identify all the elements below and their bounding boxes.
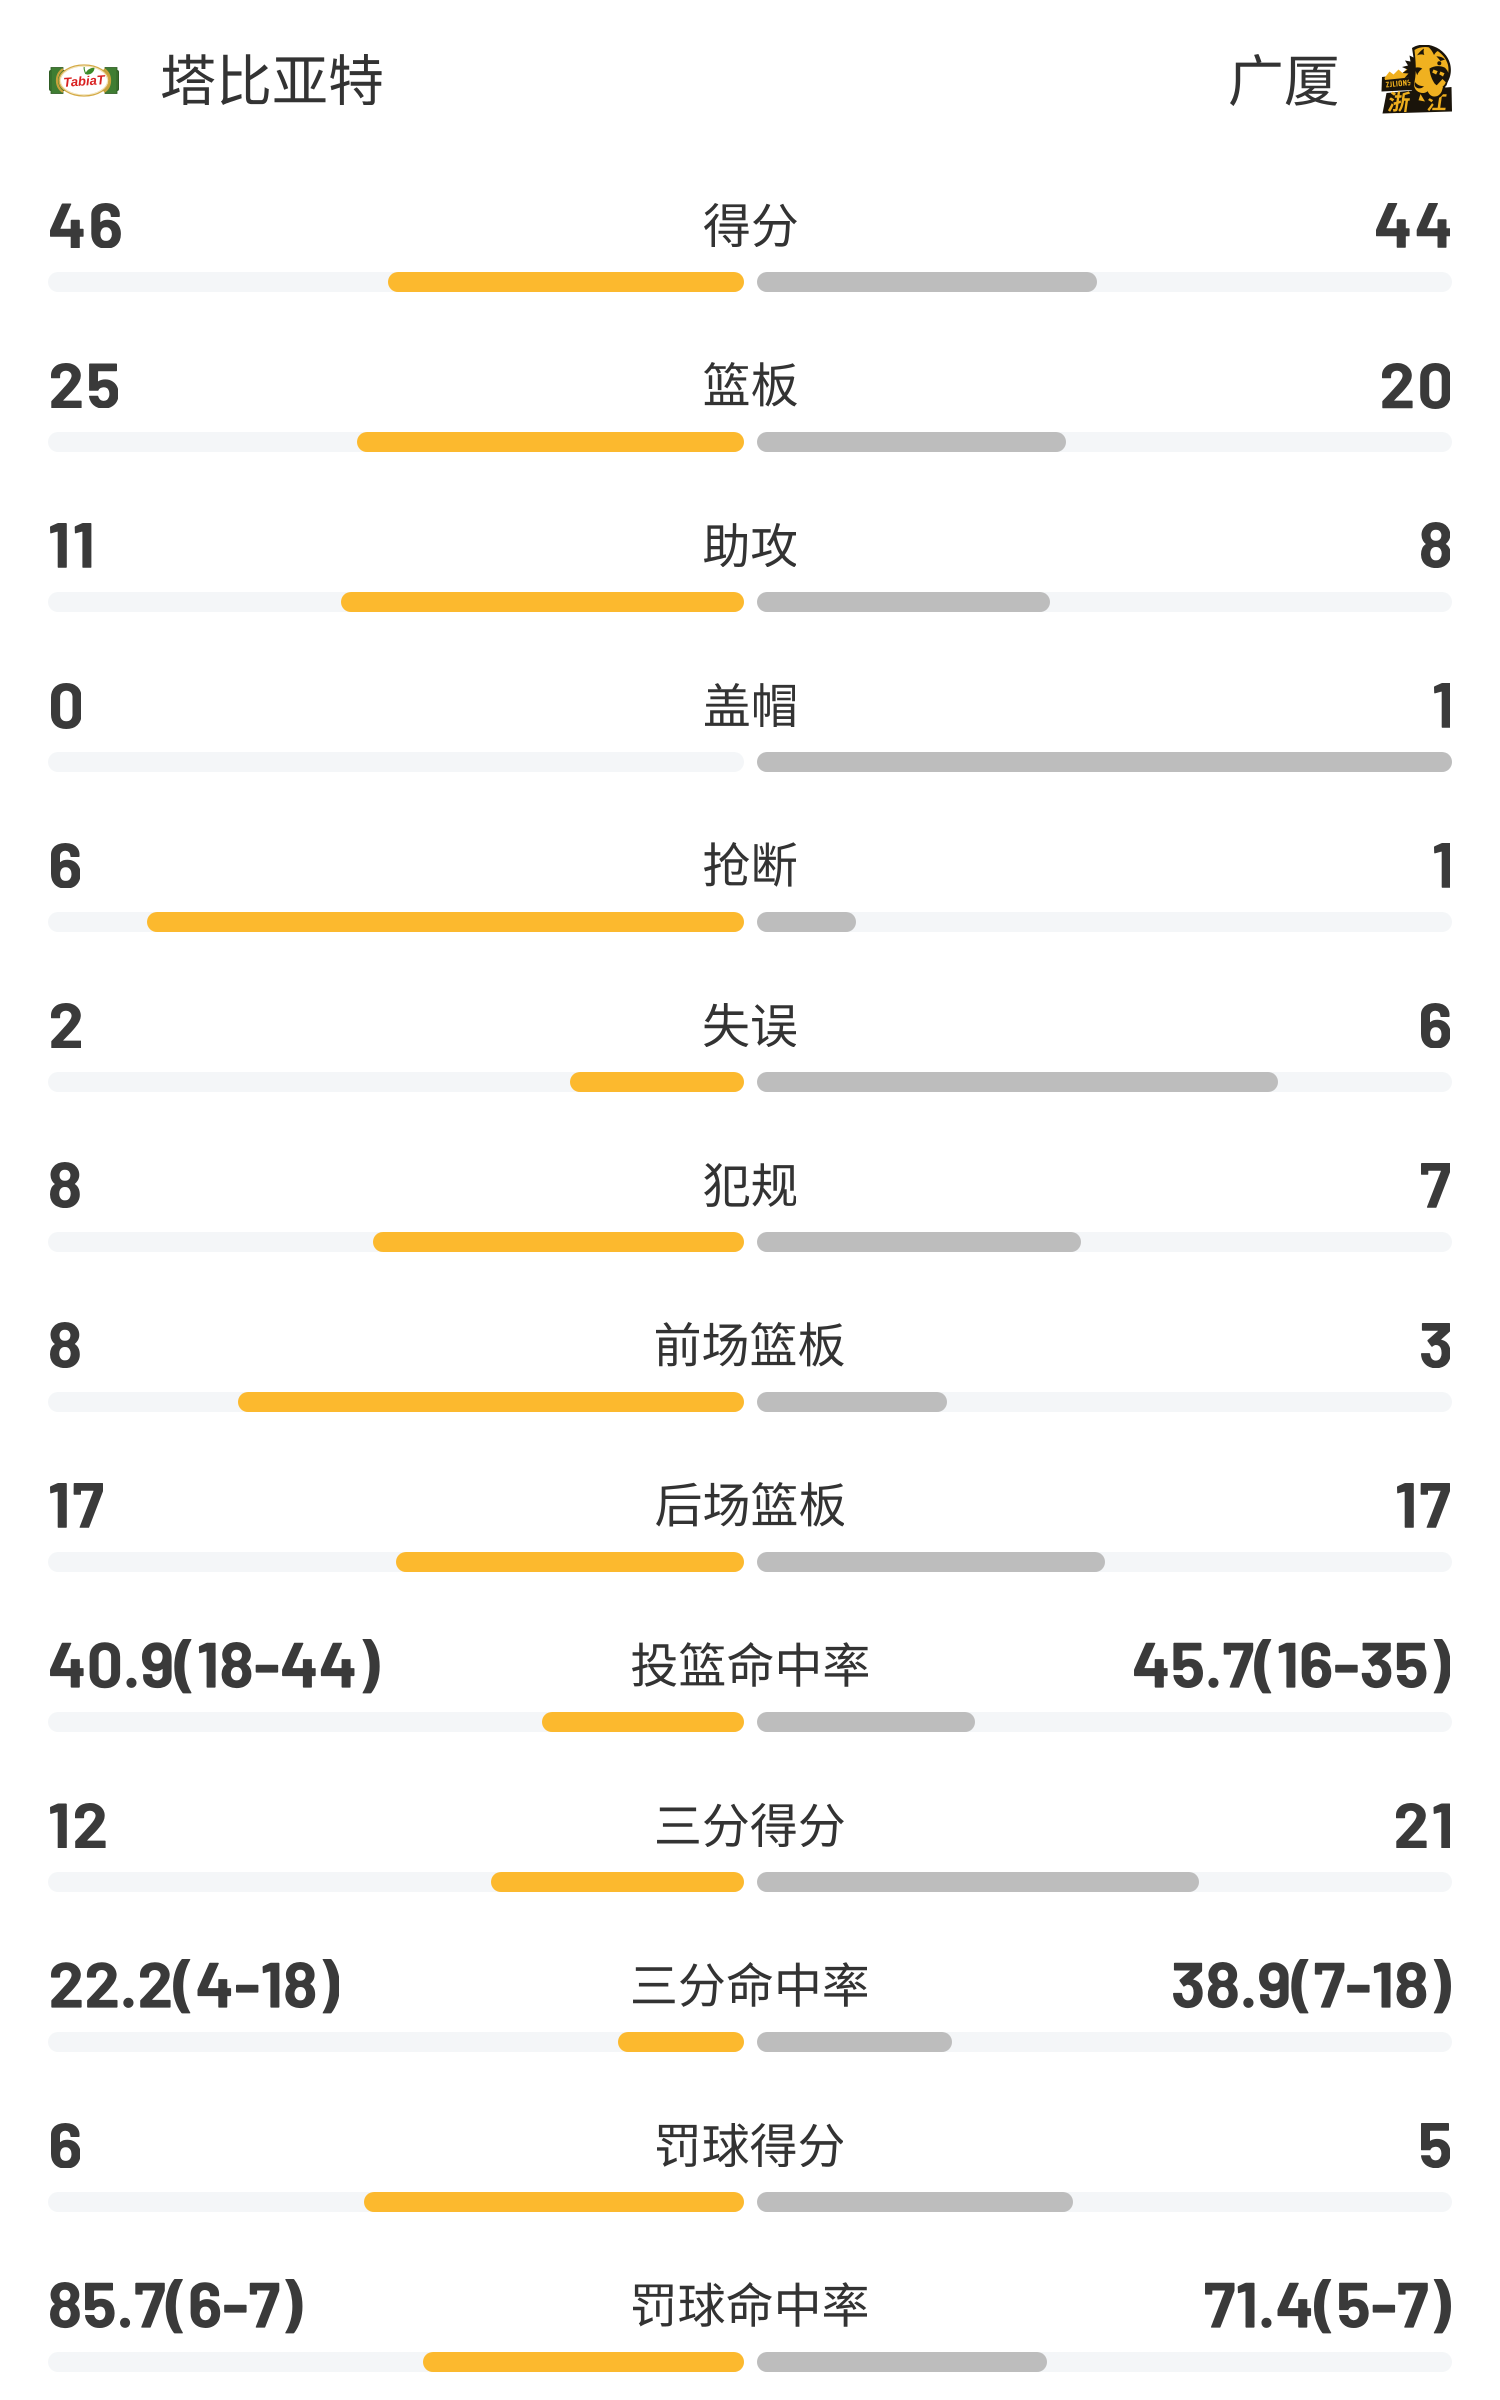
svg-text:TabiaT: TabiaT [63, 72, 106, 90]
